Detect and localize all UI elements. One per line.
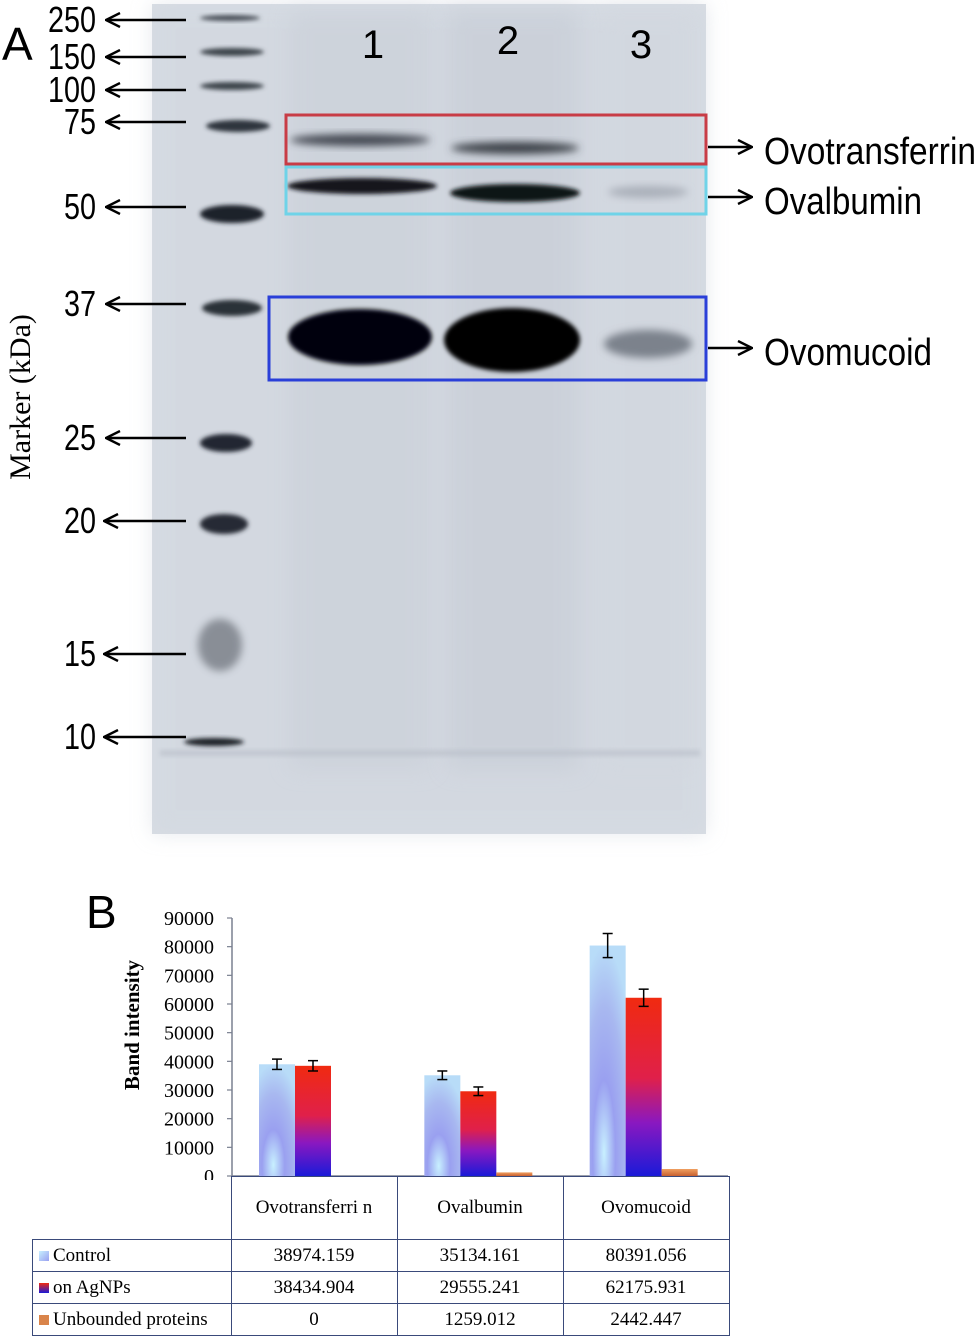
ovomucoid-band-lane3 [604, 330, 692, 358]
y-tick-label: 60000 [164, 994, 214, 1016]
gel-panel: 1 2 3 A Marker (kDa) 2501501007550372520… [0, 0, 978, 860]
bar-on-agnps [626, 998, 662, 1176]
table-cell: 38434.904 [231, 1272, 397, 1304]
y-tick-label: 10000 [164, 1137, 214, 1159]
ladder-band [184, 738, 244, 746]
ovotransferrin-label: Ovotransferrin [764, 131, 976, 173]
ladder-band [200, 48, 264, 56]
panel-b-label: B [86, 886, 117, 938]
y-tick-label: 30000 [164, 1080, 214, 1102]
band-labels: Ovotransferrin Ovalbumin Ovomucoid [708, 131, 976, 374]
marker-label-20: 20 [64, 500, 96, 541]
lane-label-3: 3 [630, 23, 652, 67]
ladder-band [200, 434, 252, 452]
marker-label-75: 75 [64, 101, 96, 142]
bar-control [590, 946, 626, 1176]
unbounded-swatch [39, 1315, 49, 1325]
marker-label-50: 50 [64, 186, 96, 227]
legend-unbounded: Unbounded proteins [33, 1304, 232, 1336]
table-cell: 80391.056 [563, 1240, 729, 1272]
marker-label-15: 15 [64, 633, 96, 674]
table-header-ovotransferrin: Ovotransferri n [231, 1177, 397, 1240]
y-tick-label: 40000 [164, 1051, 214, 1073]
ovomucoid-band-lane2 [444, 308, 580, 372]
table-header-row: Ovotransferri n Ovalbumin Ovomucoid [33, 1177, 730, 1240]
table-row: Unbounded proteins 0 1259.012 2442.447 [33, 1304, 730, 1336]
table-header-ovomucoid: Ovomucoid [563, 1177, 729, 1240]
table-corner [33, 1177, 232, 1240]
ovalbumin-label: Ovalbumin [764, 181, 922, 223]
ovalbumin-band-lane3 [608, 186, 688, 198]
y-tick-label: 20000 [164, 1109, 214, 1131]
table-cell: 2442.447 [563, 1304, 729, 1336]
y-axis-title: Band intensity [120, 959, 144, 1090]
ovomucoid-label: Ovomucoid [764, 332, 932, 374]
table-cell: 0 [231, 1304, 397, 1336]
ladder-band [200, 15, 260, 21]
ovotransferrin-band-lane2 [451, 142, 579, 154]
data-table: Ovotransferri n Ovalbumin Ovomucoid Cont… [32, 1176, 730, 1336]
table-cell: 1259.012 [397, 1304, 563, 1336]
legend-control: Control [33, 1240, 232, 1272]
bar-control [259, 1064, 295, 1176]
marker-label-25: 25 [64, 417, 96, 458]
table-header-ovalbumin: Ovalbumin [397, 1177, 563, 1240]
control-swatch [39, 1251, 49, 1261]
bar-on-agnps [295, 1066, 331, 1176]
marker-axis-label: Marker (kDa) [4, 314, 37, 480]
ladder-band [198, 619, 242, 671]
ladder-band [200, 82, 264, 90]
ovalbumin-band-lane2 [450, 184, 580, 202]
y-tick-label: 50000 [164, 1023, 214, 1045]
table-cell: 29555.241 [397, 1272, 563, 1304]
bar-control [424, 1075, 460, 1176]
chart-bars [259, 934, 698, 1176]
bar-chart: B Band intensity 90000 80000 70000 60000 500… [0, 870, 978, 1180]
ladder-band [202, 300, 262, 316]
lane-label-2: 2 [497, 19, 519, 63]
table-cell: 38974.159 [231, 1240, 397, 1272]
table-row: on AgNPs 38434.904 29555.241 62175.931 [33, 1272, 730, 1304]
table-row: Control 38974.159 35134.161 80391.056 [33, 1240, 730, 1272]
table-cell: 62175.931 [563, 1272, 729, 1304]
panel-a-label: A [2, 18, 33, 70]
marker-label-10: 10 [64, 716, 96, 757]
row-label: Unbounded proteins [53, 1309, 208, 1330]
ovalbumin-band-lane1 [287, 178, 437, 194]
marker-label-250: 250 [48, 0, 96, 40]
y-tick-label: 70000 [164, 965, 214, 987]
row-label: on AgNPs [53, 1277, 131, 1298]
y-tick-label: 80000 [164, 937, 214, 959]
ovotransferrin-band-lane1 [290, 134, 430, 146]
bar-unbounded-proteins [662, 1169, 698, 1176]
lane-label-1: 1 [362, 23, 384, 67]
agnps-swatch [39, 1283, 49, 1293]
ladder-band [200, 514, 248, 534]
y-tick-label: 90000 [164, 908, 214, 930]
bar-on-agnps [460, 1091, 496, 1176]
row-label: Control [53, 1245, 111, 1266]
marker-label-37: 37 [64, 283, 96, 324]
ladder-band [206, 120, 270, 132]
ladder-band [200, 205, 264, 223]
ovomucoid-band-lane1 [288, 309, 432, 365]
table-cell: 35134.161 [397, 1240, 563, 1272]
legend-agnps: on AgNPs [33, 1272, 232, 1304]
